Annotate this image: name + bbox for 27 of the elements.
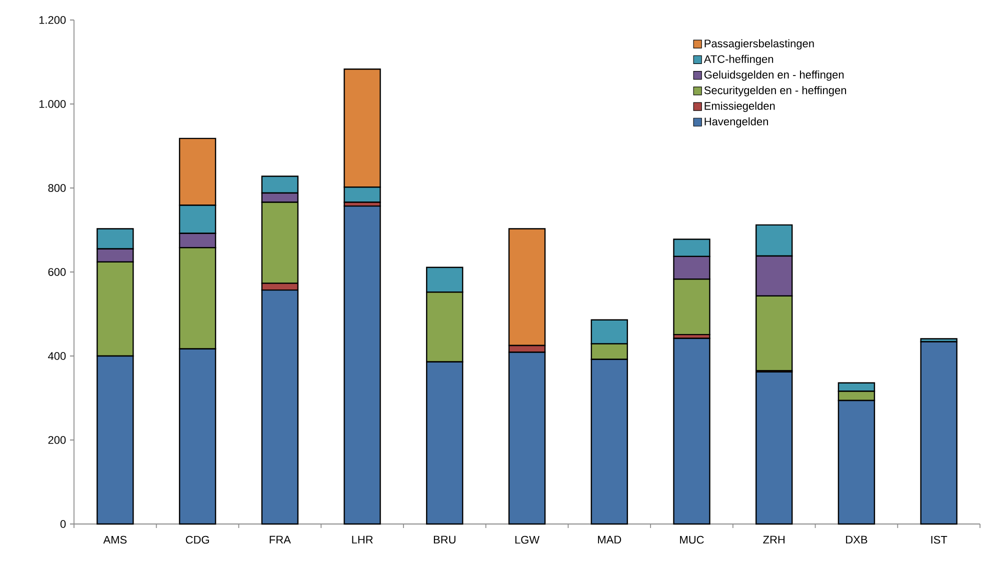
y-tick-label: 800 bbox=[48, 184, 66, 192]
bar bbox=[673, 338, 710, 525]
x-tick-label: MUC bbox=[680, 536, 704, 544]
y-tick-label: 400 bbox=[48, 352, 66, 360]
legend-label: Passagiersbelastingen bbox=[704, 39, 814, 50]
x-tick-label: ZRH bbox=[763, 536, 785, 544]
x-tick-label: DXB bbox=[846, 536, 868, 544]
legend-label: ATC-heffingen bbox=[704, 54, 774, 66]
y-tick-label: 600 bbox=[48, 268, 66, 276]
x-tick-label: BRU bbox=[434, 536, 456, 544]
bar bbox=[920, 341, 958, 525]
x-tick-label: LGW bbox=[515, 536, 540, 544]
y-tick-label: 200 bbox=[48, 436, 66, 444]
x-tick-label: CDG bbox=[186, 536, 209, 544]
x-tick-label: LHR bbox=[352, 536, 373, 544]
legend-label: Geluidsgelden en - heffingen bbox=[704, 70, 844, 81]
y-tick-label: 1.000 bbox=[39, 100, 66, 108]
legend-label: Havengelden bbox=[704, 117, 768, 128]
legend-label: Securitygelden en - heffingen bbox=[704, 86, 846, 96]
y-tick-label: 1.200 bbox=[39, 16, 66, 24]
x-tick-label: IST bbox=[931, 536, 948, 544]
x-tick-label: MAD bbox=[598, 536, 622, 544]
legend-label: Emissiegelden bbox=[704, 102, 775, 112]
x-tick-label: FRA bbox=[270, 536, 291, 544]
bar bbox=[344, 205, 381, 525]
y-tick-label: 0 bbox=[60, 520, 66, 528]
x-tick-label: AMS bbox=[103, 536, 127, 544]
